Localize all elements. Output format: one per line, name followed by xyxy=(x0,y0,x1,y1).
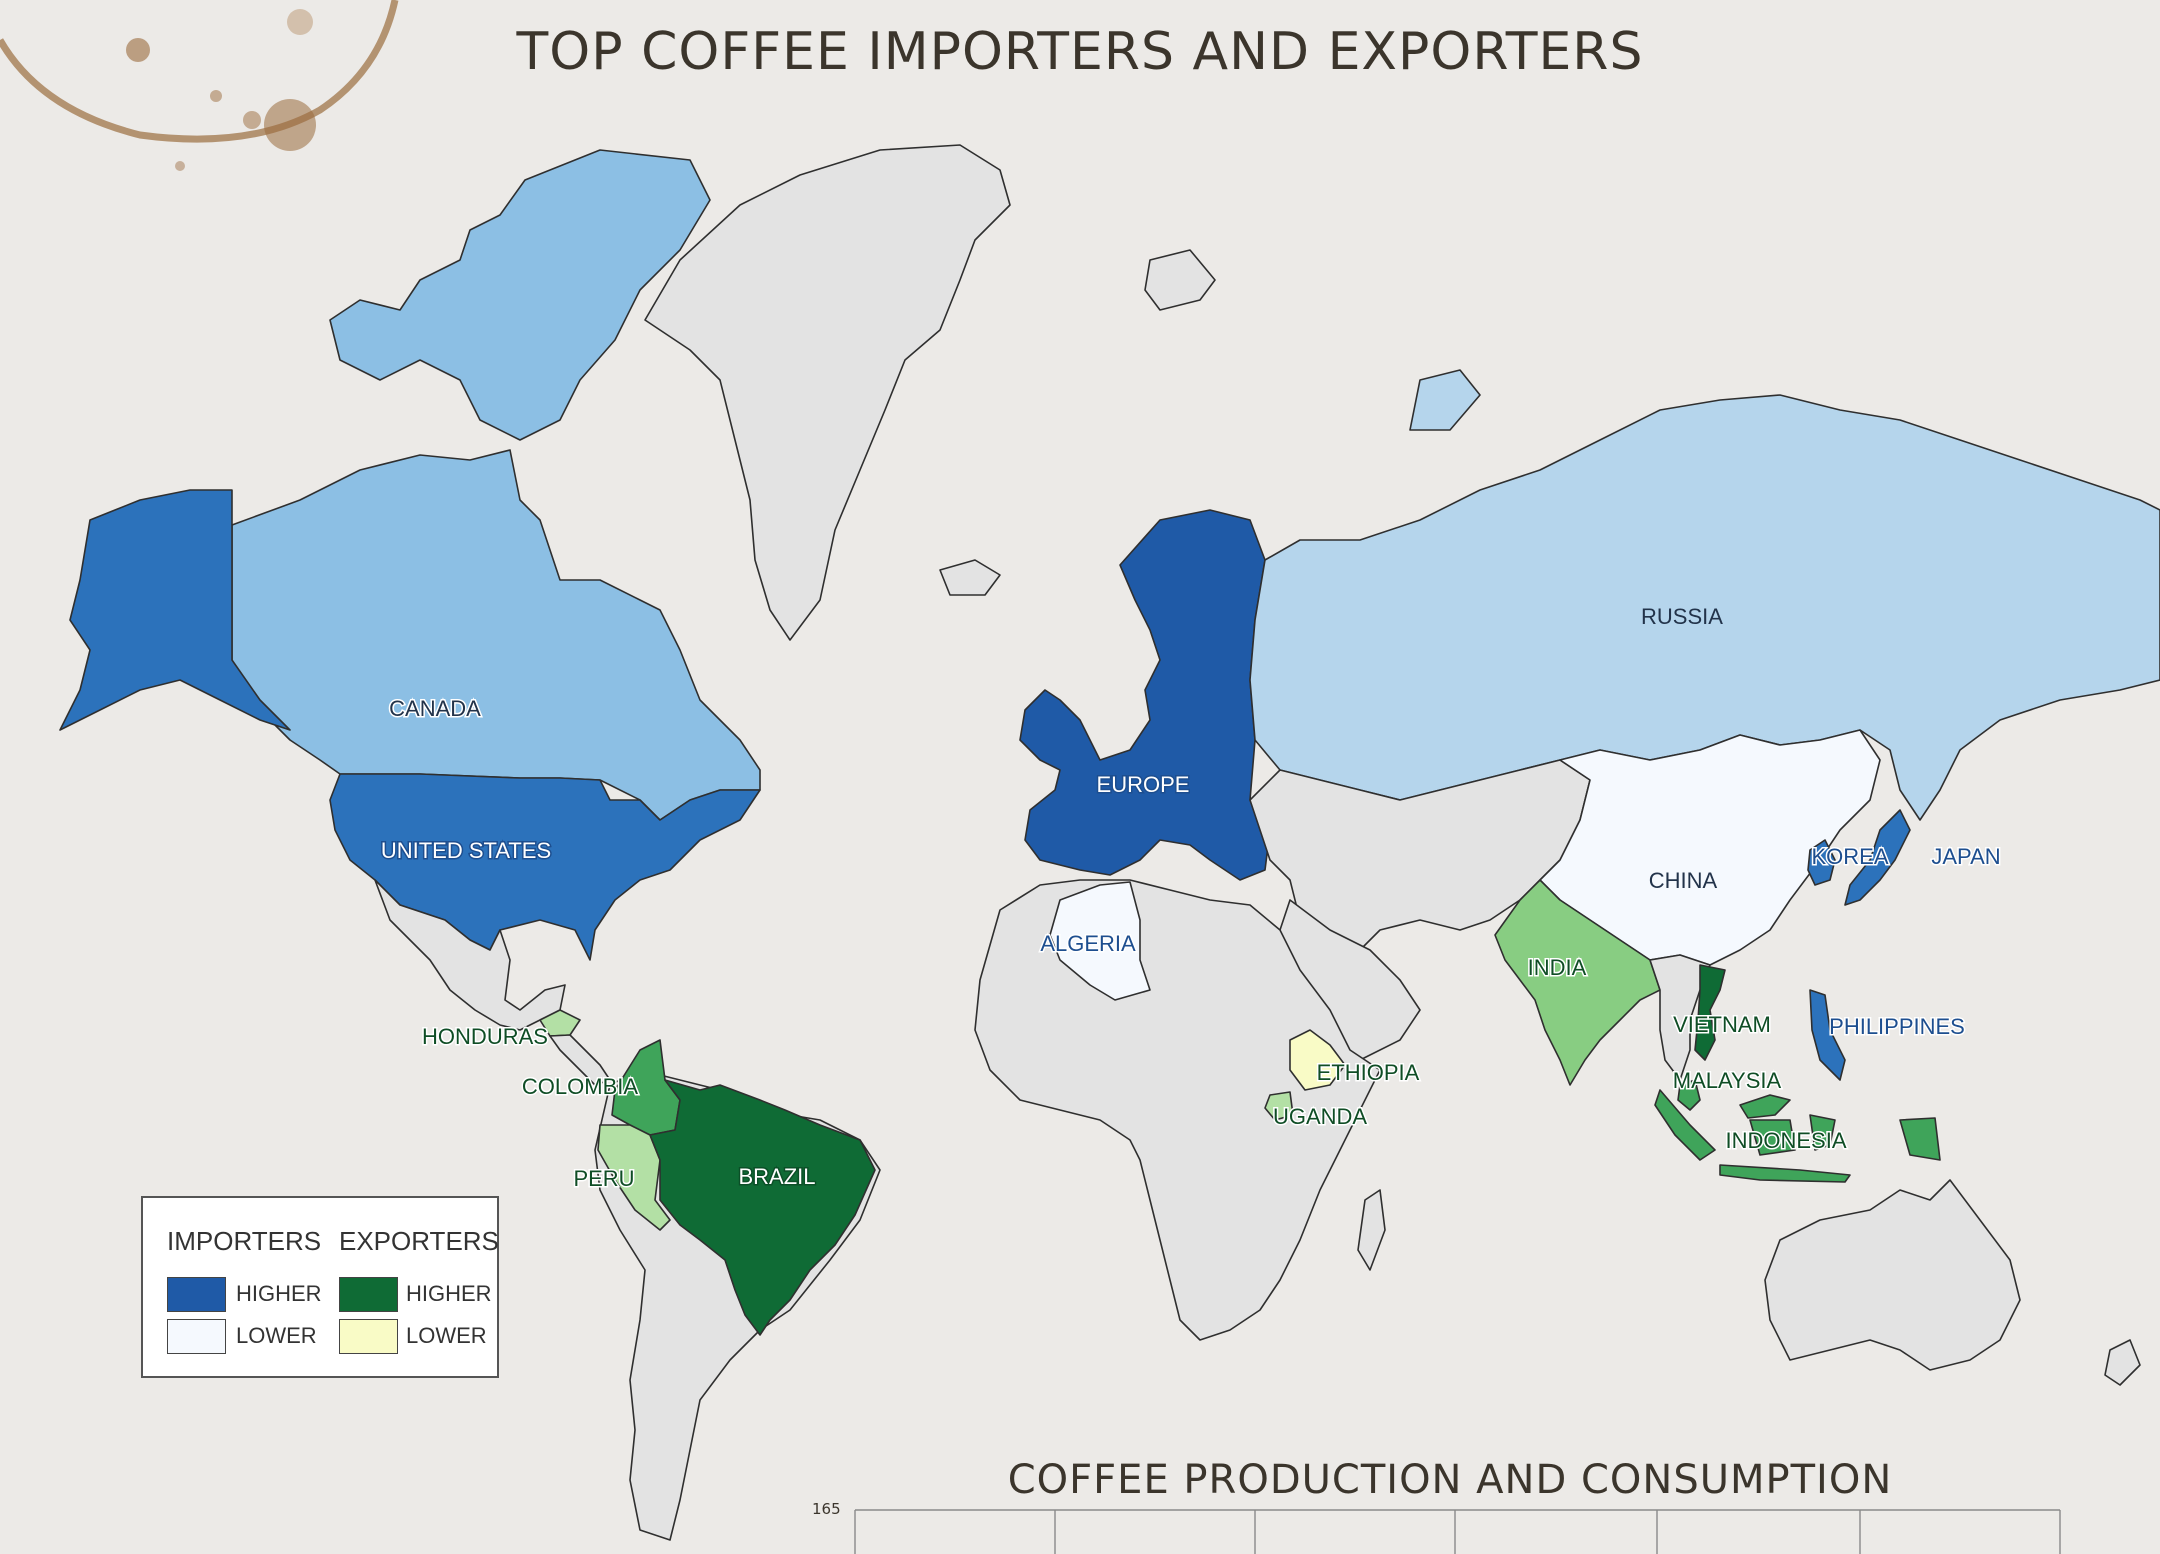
ethiopia-shape xyxy=(1289,1029,1346,1091)
label-algeria: ALGERIA xyxy=(1040,931,1136,956)
iceland-shape xyxy=(939,559,1001,596)
label-japan: JAPAN xyxy=(1931,844,2000,869)
legend-importers-heading: IMPORTERS xyxy=(167,1226,322,1256)
korea-shape xyxy=(1807,839,1836,886)
legend-importer-higher-swatch xyxy=(167,1277,226,1312)
label-europe: EUROPE xyxy=(1097,772,1190,797)
legend-exporter-lower-label: LOWER xyxy=(406,1323,487,1348)
label-russia: RUSSIA xyxy=(1641,604,1723,629)
label-indonesia: INDONESIA xyxy=(1725,1128,1846,1153)
united-states-shape xyxy=(329,773,761,961)
malaysia-shape xyxy=(1677,1079,1791,1119)
honduras-shape xyxy=(539,1009,581,1037)
label-colombia: COLOMBIA xyxy=(522,1074,638,1099)
label-uganda: UGANDA xyxy=(1273,1104,1367,1129)
canada-shape xyxy=(231,449,761,821)
canada-islands-shape xyxy=(329,149,711,441)
central-america-shape xyxy=(549,1034,611,1086)
africa-shape xyxy=(974,879,1381,1341)
legend: IMPORTERS EXPORTERS HIGHER LOWER HIGHER … xyxy=(141,1196,499,1378)
japan-shape xyxy=(1844,809,1911,906)
svalbard-shape xyxy=(1144,249,1216,311)
label-philippines: PHILIPPINES xyxy=(1829,1014,1965,1039)
novaya-zemlya-shape xyxy=(1409,369,1481,431)
label-malaysia: MALAYSIA xyxy=(1673,1068,1782,1093)
legend-exporter-lower-swatch xyxy=(339,1319,398,1354)
mexico-shape xyxy=(374,879,566,1031)
philippines-shape xyxy=(1809,989,1846,1081)
label-vietnam: VIETNAM xyxy=(1673,1012,1771,1037)
label-korea: KOREA xyxy=(1811,844,1888,869)
australia-shape xyxy=(1764,1179,2021,1371)
europe-shape xyxy=(1019,509,1271,881)
india-shape xyxy=(1494,879,1661,1086)
indonesia-shape xyxy=(1654,1089,1941,1183)
legend-exporters-heading: EXPORTERS xyxy=(339,1226,499,1256)
label-honduras: HONDURAS xyxy=(422,1024,548,1049)
new-zealand-shape xyxy=(2104,1339,2141,1386)
legend-exporter-higher-swatch xyxy=(339,1277,398,1312)
uganda-shape xyxy=(1264,1091,1294,1121)
peru-shape xyxy=(597,1124,671,1231)
coffee-stain-decoration xyxy=(0,0,399,171)
label-ethiopia: ETHIOPIA xyxy=(1317,1060,1420,1085)
label-china: CHINA xyxy=(1649,868,1718,893)
legend-importer-higher-label: HIGHER xyxy=(236,1281,322,1306)
chart-axis-stub xyxy=(854,1509,2061,1554)
greenland-shape xyxy=(644,144,1011,641)
label-canada: CANADA xyxy=(389,696,481,721)
legend-exporter-higher-label: HIGHER xyxy=(406,1281,492,1306)
algeria-shape xyxy=(1049,881,1151,1001)
legend-importer-lower-swatch xyxy=(167,1319,226,1354)
label-brazil: BRAZIL xyxy=(738,1164,815,1189)
map-title: TOP COFFEE IMPORTERS AND EXPORTERS xyxy=(516,22,1644,82)
madagascar-shape xyxy=(1357,1189,1386,1271)
vietnam-shape xyxy=(1694,964,1726,1061)
legend-importer-lower-label: LOWER xyxy=(236,1323,317,1348)
label-peru: PERU xyxy=(573,1166,634,1191)
label-india: INDIA xyxy=(1528,955,1587,980)
chart-subtitle: COFFEE PRODUCTION AND CONSUMPTION xyxy=(1007,1457,1893,1503)
alaska-shape xyxy=(59,489,291,731)
label-united-states: UNITED STATES xyxy=(381,838,551,863)
se-asia-shape xyxy=(1649,954,1711,1081)
brazil-shape xyxy=(649,1079,876,1336)
chart-y-tick: 165 xyxy=(812,1500,841,1518)
